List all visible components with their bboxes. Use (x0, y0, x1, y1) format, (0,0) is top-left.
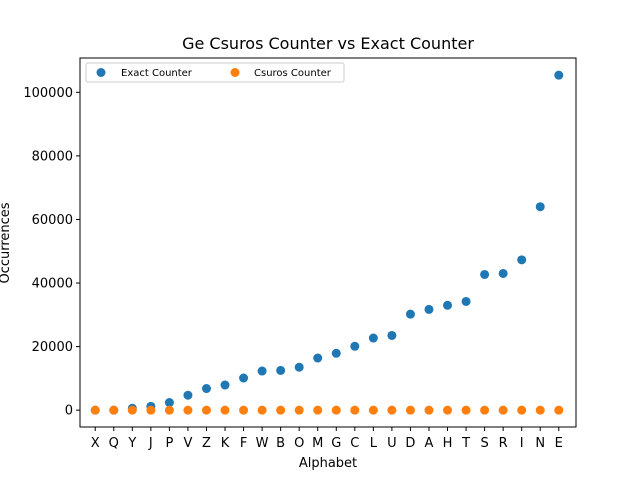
data-point-csuros-counter (405, 405, 415, 415)
x-tick-label: D (405, 436, 415, 451)
data-point-csuros-counter (90, 405, 100, 415)
data-point-exact-counter (554, 70, 564, 80)
x-tick-label: Y (127, 436, 136, 451)
data-point-csuros-counter (535, 405, 545, 415)
data-point-csuros-counter (387, 405, 397, 415)
data-point-exact-counter (498, 268, 508, 278)
legend-label-csuros-counter: Csuros Counter (254, 68, 332, 79)
data-point-exact-counter (350, 341, 360, 351)
data-point-exact-counter (183, 390, 193, 400)
chart-title: Ge Csuros Counter vs Exact Counter (182, 34, 474, 53)
data-point-csuros-counter (257, 405, 267, 415)
plot-frame (79, 57, 577, 428)
x-tick-label: H (443, 436, 453, 451)
legend-marker-exact-counter (96, 68, 106, 77)
data-point-csuros-counter (461, 405, 471, 415)
x-tick-label: P (165, 436, 173, 451)
data-point-csuros-counter (127, 405, 137, 415)
legend-box (85, 62, 345, 83)
x-tick-label: W (256, 436, 269, 451)
data-point-csuros-counter (480, 405, 490, 415)
x-tick-label: I (520, 436, 524, 451)
data-point-exact-counter (443, 300, 453, 310)
y-axis: 0 20000 40000 60000 80000 100000 (23, 86, 80, 419)
x-tick-label: U (387, 436, 397, 451)
y-tick-label: 60000 (32, 213, 73, 228)
data-point-exact-counter (461, 296, 471, 306)
data-point-csuros-counter (498, 405, 508, 415)
data-point-csuros-counter (294, 405, 304, 415)
data-point-exact-counter (480, 269, 490, 279)
data-point-exact-counter (239, 373, 249, 383)
x-tick-label: J (148, 436, 153, 451)
data-point-exact-counter (368, 333, 378, 343)
x-tick-label: A (425, 436, 434, 451)
y-axis-label: Occurrences (0, 202, 13, 283)
x-tick-label: L (370, 436, 378, 451)
x-tick-label: Z (202, 436, 211, 451)
x-tick-label: C (350, 436, 359, 451)
data-point-exact-counter (331, 348, 341, 358)
data-point-exact-counter (387, 330, 397, 340)
x-tick-label: M (312, 436, 323, 451)
data-point-exact-counter (201, 384, 211, 394)
x-tick-label: X (91, 436, 100, 451)
y-tick-label: 80000 (32, 149, 73, 164)
data-point-exact-counter (257, 366, 267, 376)
x-axis-label: Alphabet (299, 456, 357, 471)
x-tick-label: V (183, 436, 192, 451)
data-point-csuros-counter (220, 405, 230, 415)
data-point-csuros-counter (424, 405, 434, 415)
data-point-csuros-counter (443, 405, 453, 415)
data-point-csuros-counter (146, 405, 156, 415)
data-point-csuros-counter (517, 405, 527, 415)
y-tick-label: 40000 (32, 277, 73, 292)
x-tick-label: R (499, 436, 508, 451)
data-point-exact-counter (405, 309, 415, 319)
x-tick-label: O (294, 436, 304, 451)
legend-marker-csuros-counter (230, 68, 240, 77)
data-point-csuros-counter (313, 405, 323, 415)
x-tick-label: T (461, 436, 470, 451)
x-tick-label: K (221, 436, 230, 451)
legend-label-exact-counter: Exact Counter (121, 68, 193, 79)
data-point-csuros-counter (183, 405, 193, 415)
data-point-csuros-counter (350, 405, 360, 415)
x-tick-label: Q (109, 436, 119, 451)
data-point-csuros-counter (164, 405, 174, 415)
x-tick-label: E (555, 436, 563, 451)
data-point-exact-counter (164, 398, 174, 408)
data-point-csuros-counter (554, 405, 564, 415)
y-tick-label: 20000 (32, 340, 73, 355)
x-tick-label: N (535, 436, 545, 451)
x-tick-label: F (240, 436, 247, 451)
data-point-csuros-counter (201, 405, 211, 415)
data-point-exact-counter (517, 255, 527, 265)
data-point-exact-counter (535, 202, 545, 212)
data-point-csuros-counter (368, 405, 378, 415)
data-point-csuros-counter (331, 405, 341, 415)
x-tick-label: S (480, 436, 488, 451)
data-point-csuros-counter (239, 405, 249, 415)
y-tick-label: 0 (65, 404, 73, 419)
x-tick-label: G (331, 436, 341, 451)
data-point-exact-counter (313, 353, 323, 363)
data-point-csuros-counter (109, 405, 119, 415)
x-tick-label: B (276, 436, 285, 451)
data-point-exact-counter (220, 380, 230, 390)
data-point-exact-counter (424, 304, 434, 314)
legend: Exact Counter Csuros Counter (85, 62, 345, 83)
y-tick-label: 100000 (23, 86, 73, 101)
data-point-exact-counter (276, 365, 286, 375)
data-point-exact-counter (294, 362, 304, 372)
data-point-csuros-counter (276, 405, 286, 415)
plot-area (90, 70, 564, 415)
